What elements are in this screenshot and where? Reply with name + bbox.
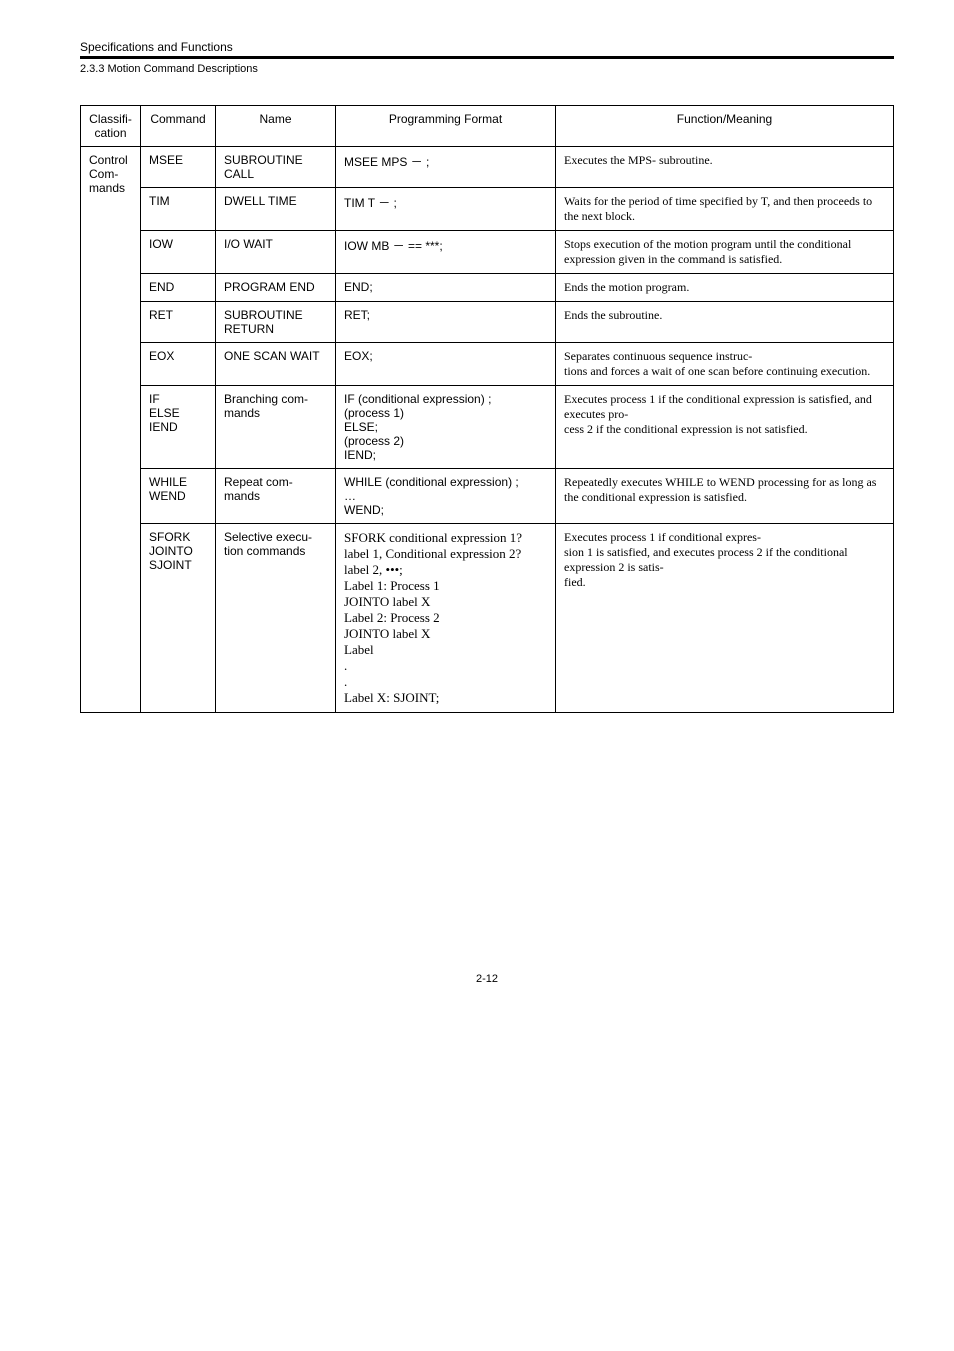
function-cell: Repeatedly executes WHILE to WEND proces… <box>556 469 894 524</box>
function-cell: Ends the motion program. <box>556 274 894 302</box>
table-header-row: Classifi- cation Command Name Programmin… <box>81 106 894 147</box>
table-row: Control Com- mandsMSEESUBROUTINE CALLMSE… <box>81 147 894 188</box>
programming-cell: WHILE (conditional expression) ; … WEND; <box>336 469 556 524</box>
table-row: IF ELSE IENDBranching com- mandsIF (cond… <box>81 386 894 469</box>
programming-cell: END; <box>336 274 556 302</box>
name-cell: DWELL TIME <box>216 188 336 231</box>
table-row: IOWI/O WAITIOW MB － == ***;Stops executi… <box>81 231 894 274</box>
name-cell: SUBROUTINE CALL <box>216 147 336 188</box>
command-cell: END <box>141 274 216 302</box>
name-cell: Selective execu- tion commands <box>216 524 336 713</box>
table-row: RETSUBROUTINE RETURNRET;Ends the subrout… <box>81 302 894 343</box>
classification-cell: Control Com- mands <box>81 147 141 713</box>
programming-cell: EOX; <box>336 343 556 386</box>
header-rule <box>80 56 894 59</box>
programming-cell: RET; <box>336 302 556 343</box>
header-line2: 2.3.3 Motion Command Descriptions <box>80 63 894 75</box>
col-name: Name <box>216 106 336 147</box>
table-row: TIMDWELL TIMETIM T － ;Waits for the peri… <box>81 188 894 231</box>
name-cell: Branching com- mands <box>216 386 336 469</box>
programming-cell: TIM T － ; <box>336 188 556 231</box>
command-cell: IOW <box>141 231 216 274</box>
function-cell: Executes the MPS- subroutine. <box>556 147 894 188</box>
name-cell: PROGRAM END <box>216 274 336 302</box>
name-cell: Repeat com- mands <box>216 469 336 524</box>
function-cell: Ends the subroutine. <box>556 302 894 343</box>
command-cell: RET <box>141 302 216 343</box>
function-cell: Separates continuous sequence instruc- t… <box>556 343 894 386</box>
command-cell: TIM <box>141 188 216 231</box>
col-function: Function/Meaning <box>556 106 894 147</box>
command-cell: EOX <box>141 343 216 386</box>
function-cell: Executes process 1 if the conditional ex… <box>556 386 894 469</box>
commands-table: Classifi- cation Command Name Programmin… <box>80 105 894 713</box>
table-row: SFORK JOINTO SJOINTSelective execu- tion… <box>81 524 894 713</box>
command-cell: IF ELSE IEND <box>141 386 216 469</box>
function-cell: Waits for the period of time specified b… <box>556 188 894 231</box>
table-row: WHILE WENDRepeat com- mandsWHILE (condit… <box>81 469 894 524</box>
name-cell: SUBROUTINE RETURN <box>216 302 336 343</box>
table-row: ENDPROGRAM ENDEND;Ends the motion progra… <box>81 274 894 302</box>
header-line1: Specifications and Functions <box>80 40 894 54</box>
name-cell: ONE SCAN WAIT <box>216 343 336 386</box>
function-cell: Executes process 1 if conditional expres… <box>556 524 894 713</box>
programming-cell: MSEE MPS － ; <box>336 147 556 188</box>
programming-cell: IOW MB － == ***; <box>336 231 556 274</box>
programming-cell: IF (conditional expression) ; (process 1… <box>336 386 556 469</box>
col-programming: Programming Format <box>336 106 556 147</box>
col-classification: Classifi- cation <box>81 106 141 147</box>
command-cell: SFORK JOINTO SJOINT <box>141 524 216 713</box>
table-row: EOXONE SCAN WAITEOX;Separates continuous… <box>81 343 894 386</box>
function-cell: Stops execution of the motion program un… <box>556 231 894 274</box>
col-command: Command <box>141 106 216 147</box>
page-number: 2-12 <box>80 973 894 985</box>
command-cell: MSEE <box>141 147 216 188</box>
programming-cell: SFORK conditional expression 1?label 1, … <box>336 524 556 713</box>
command-cell: WHILE WEND <box>141 469 216 524</box>
name-cell: I/O WAIT <box>216 231 336 274</box>
